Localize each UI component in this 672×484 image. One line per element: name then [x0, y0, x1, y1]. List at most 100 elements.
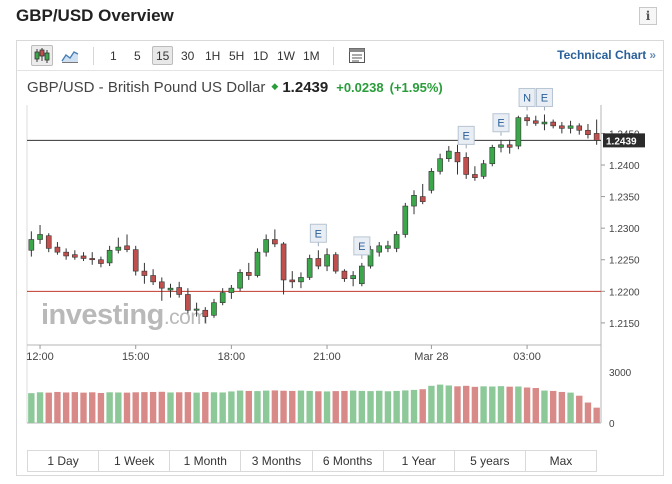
volume-bar	[297, 390, 305, 423]
volume-bar	[62, 392, 70, 423]
volume-bar	[549, 390, 557, 423]
x-tick-label: 18:00	[218, 351, 246, 363]
interval-1h[interactable]: 1H	[205, 49, 221, 63]
event-marker-label: E	[497, 118, 504, 130]
candle	[463, 157, 469, 175]
candle	[385, 245, 391, 249]
candle	[341, 270, 348, 279]
volume-bar	[149, 391, 157, 423]
volume-bar	[262, 390, 270, 423]
candle	[98, 259, 104, 264]
candle	[89, 258, 96, 261]
volume-bar	[245, 390, 252, 423]
candle	[237, 272, 243, 289]
range-3-months[interactable]: 3 Months	[241, 451, 313, 471]
range-1-month[interactable]: 1 Month	[170, 451, 242, 471]
volume-bar	[341, 390, 348, 423]
candle	[289, 279, 296, 283]
range-max[interactable]: Max	[549, 454, 573, 468]
y-tick-label: 1.2250	[609, 256, 640, 267]
interval-1m[interactable]: 1M	[303, 49, 320, 63]
volume-bar	[393, 390, 400, 423]
candle	[315, 258, 322, 267]
candlestick-icon[interactable]	[31, 45, 53, 66]
volume-bar	[497, 386, 505, 423]
toolbar-separator	[93, 47, 94, 65]
volume-bar	[428, 385, 435, 423]
interval-30[interactable]: 30	[181, 49, 195, 63]
quote-header: GBP/USD - British Pound US Dollar ◆ 1.2439…	[27, 79, 443, 99]
candle	[506, 144, 513, 148]
interval-1[interactable]: 1	[110, 49, 117, 63]
interval-1d[interactable]: 1D	[253, 49, 269, 63]
candle	[472, 174, 478, 178]
event-marker	[457, 125, 475, 145]
volume-bar	[489, 386, 496, 423]
volume-bar	[306, 390, 313, 423]
volume-bar	[376, 390, 383, 423]
volume-bar	[584, 402, 592, 423]
x-tick-label: 15:00	[122, 351, 150, 363]
volume-bar	[419, 389, 426, 423]
event-marker	[353, 236, 371, 256]
candle	[454, 152, 461, 163]
range-1-year[interactable]: 1 Year	[384, 451, 455, 471]
volume-bar	[45, 392, 52, 423]
volume-bar	[141, 392, 148, 423]
candle	[376, 245, 383, 253]
volume-bar	[193, 392, 200, 423]
info-button[interactable]: i	[639, 7, 657, 25]
candle	[219, 292, 226, 303]
price-change-percent: (+1.95%)	[389, 80, 443, 95]
volume-bar	[349, 390, 357, 423]
volume-tick-label: 3000	[609, 368, 632, 379]
y-tick-label: 1.2150	[609, 319, 640, 330]
candle	[306, 258, 313, 278]
candle	[28, 239, 35, 251]
up-arrow-icon: ◆	[271, 81, 279, 91]
volume-bar	[358, 390, 366, 423]
candle	[106, 249, 113, 264]
x-tick-label: Mar 28	[414, 351, 448, 363]
candle	[480, 163, 487, 177]
candle	[576, 125, 583, 131]
price-chart[interactable]: 1.24501.24001.23501.23001.22501.22001.21…	[17, 41, 663, 446]
page-title: GBP/USD Overview	[16, 6, 174, 25]
data-table-icon[interactable]	[346, 45, 368, 66]
volume-bar	[89, 392, 96, 423]
volume-bar	[289, 390, 296, 423]
y-tick-label: 1.2350	[609, 193, 640, 204]
area-chart-icon[interactable]	[59, 45, 81, 66]
instrument-name: GBP/USD - British Pound US Dollar	[27, 79, 266, 96]
event-marker	[518, 87, 536, 107]
volume-bar	[219, 392, 226, 423]
price-change: +0.0238	[336, 80, 384, 95]
range-1-day[interactable]: 1 Day	[28, 451, 100, 471]
interval-5[interactable]: 5	[134, 49, 141, 63]
interval-1w[interactable]: 1W	[277, 49, 295, 63]
range-6-months[interactable]: 6 Months	[313, 451, 384, 471]
event-marker-label: E	[541, 92, 548, 104]
candle	[367, 249, 374, 267]
interval-15[interactable]: 15	[152, 46, 174, 65]
candle	[437, 158, 443, 172]
volume-bar	[445, 385, 453, 423]
candle	[498, 144, 504, 148]
chart-toolbar: 1 5 15 30 1H 5H 1D 1W 1M Technical Chart…	[17, 41, 663, 71]
candle	[402, 205, 409, 235]
candle	[63, 251, 69, 257]
candle	[54, 246, 61, 253]
event-marker	[309, 223, 327, 243]
range-1-week[interactable]: 1 Week	[99, 451, 171, 471]
candle	[132, 249, 139, 272]
volume-bar	[97, 392, 105, 423]
interval-5h[interactable]: 5H	[229, 49, 245, 63]
technical-chart-link[interactable]: Technical Chart»	[557, 48, 656, 62]
volume-bar	[280, 390, 287, 423]
x-tick-label: 03:00	[513, 351, 541, 363]
volume-bar	[175, 392, 183, 423]
range-5-years[interactable]: 5 years	[455, 451, 526, 471]
candle	[150, 275, 156, 283]
candle	[350, 275, 356, 279]
volume-bar	[567, 392, 574, 423]
